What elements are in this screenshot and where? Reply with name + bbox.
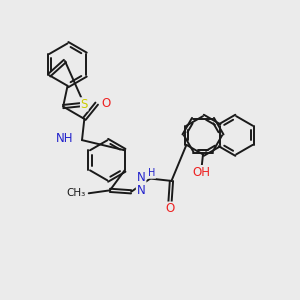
Text: N: N (137, 171, 146, 184)
Text: CH₃: CH₃ (66, 188, 85, 198)
Text: N: N (136, 184, 145, 197)
Text: H: H (148, 168, 155, 178)
Text: OH: OH (193, 166, 211, 178)
Text: S: S (80, 98, 88, 111)
Text: NH: NH (56, 132, 74, 145)
Text: O: O (101, 97, 110, 110)
Text: O: O (165, 202, 175, 215)
